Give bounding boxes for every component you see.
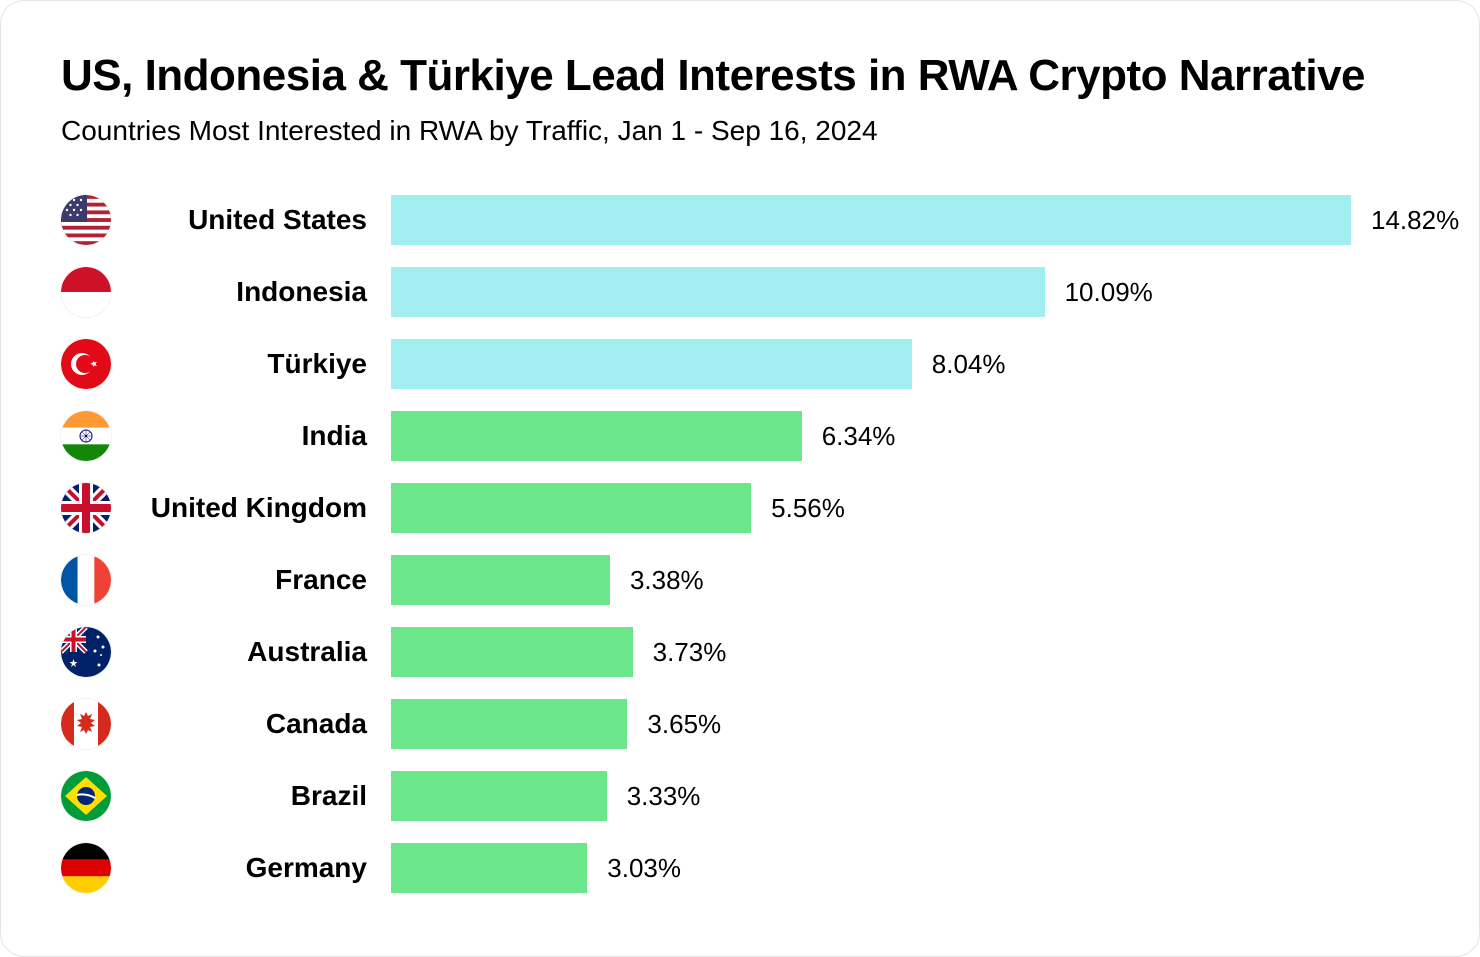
- bar-row: Germany 3.03%: [61, 843, 1419, 893]
- bar-row: Brazil 3.33%: [61, 771, 1419, 821]
- bar-row: United Kingdom 5.56%: [61, 483, 1419, 533]
- country-label: Brazil: [111, 780, 391, 812]
- bar: [391, 843, 587, 893]
- bar-row: Canada 3.65%: [61, 699, 1419, 749]
- bar-area: 8.04%: [391, 339, 1419, 389]
- value-label: 3.65%: [647, 709, 721, 740]
- fr-flag-icon: [61, 555, 111, 605]
- country-label: United States: [111, 204, 391, 236]
- country-label: Canada: [111, 708, 391, 740]
- in-flag-icon: [61, 411, 111, 461]
- value-label: 3.33%: [627, 781, 701, 812]
- value-label: 10.09%: [1065, 277, 1153, 308]
- bar-area: 5.56%: [391, 483, 1419, 533]
- bar: [391, 627, 633, 677]
- chart-subtitle: Countries Most Interested in RWA by Traf…: [61, 115, 1419, 147]
- bar-area: 3.03%: [391, 843, 1419, 893]
- br-flag-icon: [61, 771, 111, 821]
- tr-flag-icon: [61, 339, 111, 389]
- gb-flag-icon: [61, 483, 111, 533]
- de-flag-icon: [61, 843, 111, 893]
- bar: [391, 411, 802, 461]
- value-label: 14.82%: [1371, 205, 1459, 236]
- chart-title: US, Indonesia & Türkiye Lead Interests i…: [61, 51, 1419, 101]
- country-label: United Kingdom: [111, 492, 391, 524]
- bar-row: India 6.34%: [61, 411, 1419, 461]
- country-label: India: [111, 420, 391, 452]
- bar-row: Australia 3.73%: [61, 627, 1419, 677]
- bar-area: 3.33%: [391, 771, 1419, 821]
- bar-row: United States14.82%: [61, 195, 1419, 245]
- country-label: Australia: [111, 636, 391, 668]
- au-flag-icon: [61, 627, 111, 677]
- value-label: 3.73%: [653, 637, 727, 668]
- us-flag-icon: [61, 195, 111, 245]
- bar-row: Indonesia 10.09%: [61, 267, 1419, 317]
- value-label: 3.38%: [630, 565, 704, 596]
- bar: [391, 339, 912, 389]
- bar-chart: United States14.82% Indonesia 10.09% Türkiy…: [61, 195, 1419, 893]
- bar-row: France 3.38%: [61, 555, 1419, 605]
- bar-area: 10.09%: [391, 267, 1419, 317]
- bar-row: Türkiye 8.04%: [61, 339, 1419, 389]
- country-label: Germany: [111, 852, 391, 884]
- country-label: Türkiye: [111, 348, 391, 380]
- bar: [391, 483, 751, 533]
- id-flag-icon: [61, 267, 111, 317]
- ca-flag-icon: [61, 699, 111, 749]
- country-label: Indonesia: [111, 276, 391, 308]
- bar-area: 3.73%: [391, 627, 1419, 677]
- bar-area: 6.34%: [391, 411, 1419, 461]
- bar-area: 3.38%: [391, 555, 1419, 605]
- bar: [391, 555, 610, 605]
- country-label: France: [111, 564, 391, 596]
- bar: [391, 195, 1351, 245]
- value-label: 6.34%: [822, 421, 896, 452]
- bar-area: 3.65%: [391, 699, 1419, 749]
- bar-area: 14.82%: [391, 195, 1459, 245]
- bar: [391, 267, 1045, 317]
- value-label: 3.03%: [607, 853, 681, 884]
- value-label: 8.04%: [932, 349, 1006, 380]
- chart-card: US, Indonesia & Türkiye Lead Interests i…: [0, 0, 1480, 957]
- bar: [391, 699, 627, 749]
- value-label: 5.56%: [771, 493, 845, 524]
- bar: [391, 771, 607, 821]
